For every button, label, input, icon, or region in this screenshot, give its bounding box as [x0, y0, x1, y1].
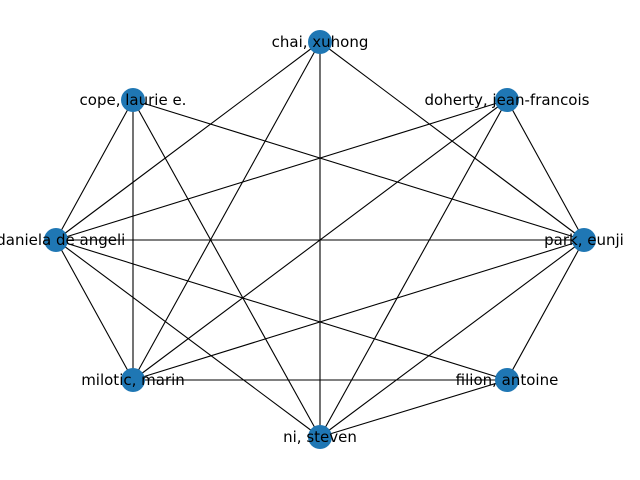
node-filion — [495, 368, 519, 392]
node-label-park: park, eunji — [544, 231, 624, 249]
edge-cope-park — [132, 99, 585, 241]
node-label-daniela: , daniela de angeli — [0, 231, 125, 249]
edge-doherty-park — [506, 99, 585, 241]
edge-daniela-filion — [55, 239, 508, 381]
node-chai — [308, 30, 332, 54]
label-layer: chai, xuhong cope, laurie e. doherty, jean… — [0, 33, 624, 446]
edge-doherty-daniela — [55, 99, 508, 241]
edge-park-filion — [506, 239, 585, 381]
node-label-doherty: doherty, jean-francois — [425, 91, 590, 109]
edge-cope-daniela — [55, 99, 134, 241]
node-daniela — [44, 228, 68, 252]
node-label-ni: ni, steven — [283, 428, 357, 446]
node-layer — [44, 30, 596, 449]
node-cope — [121, 88, 145, 112]
edge-doherty-ni — [319, 99, 508, 438]
edge-ni-filion — [319, 379, 508, 438]
node-label-filion: filion, antoine — [456, 371, 559, 389]
edge-park-ni — [319, 239, 585, 438]
node-ni — [308, 425, 332, 449]
edge-chai-milotic — [132, 41, 321, 381]
edge-park-milotic — [132, 239, 585, 381]
edge-layer — [55, 41, 585, 438]
node-label-cope: cope, laurie e. — [80, 91, 187, 109]
node-doherty — [495, 88, 519, 112]
edge-chai-daniela — [55, 41, 321, 241]
node-label-chai: chai, xuhong — [272, 33, 369, 51]
node-label-milotic: milotic, marin — [81, 371, 185, 389]
edge-daniela-ni — [55, 239, 321, 438]
node-milotic — [121, 368, 145, 392]
edge-daniela-milotic — [55, 239, 134, 381]
edge-cope-ni — [132, 99, 321, 438]
node-park — [572, 228, 596, 252]
